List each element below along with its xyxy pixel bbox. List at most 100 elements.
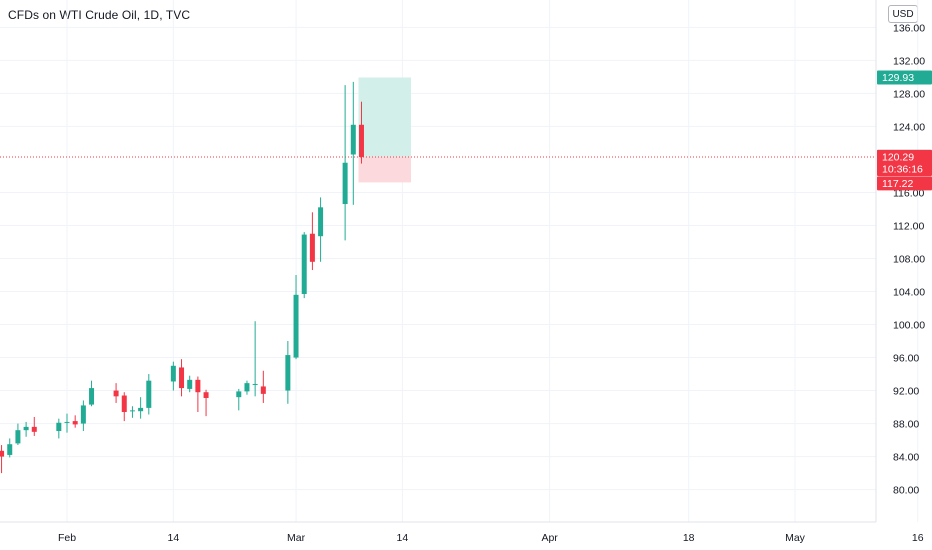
candle	[195, 376, 201, 413]
candle	[31, 416, 37, 436]
price-tick-label: 80.00	[893, 485, 919, 497]
price-tick-label: 104.00	[893, 287, 925, 299]
candle	[23, 421, 29, 437]
candle	[293, 275, 299, 360]
candle	[146, 374, 152, 415]
candle	[318, 197, 324, 262]
candle	[0, 445, 5, 474]
candle-body	[301, 234, 307, 294]
price-tick-label: 116.00	[893, 187, 924, 199]
candle-body	[318, 207, 324, 237]
candle	[350, 81, 356, 205]
candle	[309, 212, 315, 271]
candle	[244, 380, 250, 395]
candles	[0, 81, 364, 474]
candle	[260, 370, 266, 403]
position-zones[interactable]	[0, 77, 876, 183]
price-tick-label: 96.00	[893, 353, 919, 365]
candle	[170, 361, 176, 391]
candle	[203, 389, 209, 417]
loss-zone[interactable]	[358, 156, 411, 183]
candle	[121, 392, 127, 422]
candle-body	[236, 391, 242, 398]
stop-loss-tag-text: 117.22	[882, 178, 913, 190]
candle-body	[252, 383, 258, 385]
candle-body	[15, 430, 21, 444]
currency-button[interactable]: USD	[888, 5, 918, 23]
candle	[56, 418, 62, 439]
candle	[129, 406, 135, 418]
candle-body	[89, 388, 95, 405]
time-tick-label: 16	[912, 532, 924, 544]
price-tick-label: 136.00	[893, 22, 925, 34]
candle-body	[80, 405, 86, 424]
candle-body	[23, 426, 29, 431]
time-tick-label: Mar	[287, 532, 306, 544]
candle-body	[187, 379, 193, 389]
chart-title: CFDs on WTI Crude Oil, 1D, TVC	[8, 8, 191, 22]
candle-body	[179, 367, 185, 389]
candle-body	[358, 124, 364, 157]
time-tick-label: 18	[683, 532, 695, 544]
time-tick-label: May	[785, 532, 806, 544]
time-tick-label: Apr	[541, 532, 558, 544]
candle-body	[113, 390, 119, 397]
take-profit-tag: 129.93	[877, 70, 932, 85]
candle-body	[350, 124, 356, 155]
candle-body	[244, 383, 250, 392]
price-tick-label: 108.00	[893, 253, 925, 265]
time-axis[interactable]: Feb14Mar14Apr18May16Jun13	[58, 532, 932, 544]
candle	[236, 388, 242, 411]
candle	[7, 438, 13, 458]
candle-body	[309, 233, 315, 262]
price-tick-label: 88.00	[893, 419, 919, 431]
candle	[89, 380, 95, 407]
candle-body	[56, 422, 62, 432]
candle	[138, 397, 144, 419]
candle	[252, 321, 258, 397]
price-tick-label: 92.00	[893, 386, 919, 398]
candle	[80, 400, 86, 432]
stop-loss-tag-bg	[877, 176, 932, 191]
grid	[0, 0, 919, 522]
candle-body	[31, 426, 37, 432]
candle-body	[170, 365, 176, 382]
candle-body	[285, 355, 291, 391]
current-price-tag-text: 10:36:16	[882, 164, 923, 176]
candle	[15, 423, 21, 446]
candle	[113, 383, 119, 403]
current-price-tag-bg	[877, 150, 932, 177]
candle-body	[64, 421, 70, 423]
candle-body	[138, 407, 144, 412]
price-tick-label: 128.00	[893, 88, 925, 100]
price-tick-label: 112.00	[893, 220, 924, 232]
candle-body	[72, 421, 78, 425]
candle-body	[146, 380, 152, 408]
candle-body	[7, 444, 13, 455]
candle	[187, 375, 193, 393]
candle	[72, 415, 78, 428]
time-tick-label: 14	[167, 532, 179, 544]
take-profit-tag-bg	[877, 70, 932, 85]
candle	[285, 341, 291, 404]
profit-zone[interactable]	[358, 77, 411, 157]
price-axis[interactable]: 136.00 132.00 128.00 124.00 116.00 112.00 108.…	[893, 22, 925, 496]
candle-body	[293, 294, 299, 358]
candle-body	[121, 395, 127, 413]
price-tick-label: 124.00	[893, 121, 925, 133]
take-profit-tag-text: 129.93	[882, 72, 914, 84]
time-tick-label: Feb	[58, 532, 76, 544]
candle-body	[342, 162, 348, 205]
time-tick-label: 14	[397, 532, 409, 544]
price-tick-label: 84.00	[893, 452, 919, 464]
candle-body	[0, 450, 5, 457]
candle-body	[260, 386, 266, 394]
stop-loss-tag: 117.22	[877, 176, 932, 191]
candle-body	[195, 379, 201, 393]
candle	[64, 413, 70, 433]
candle	[301, 232, 307, 299]
price-tick-label: 100.00	[893, 320, 925, 332]
